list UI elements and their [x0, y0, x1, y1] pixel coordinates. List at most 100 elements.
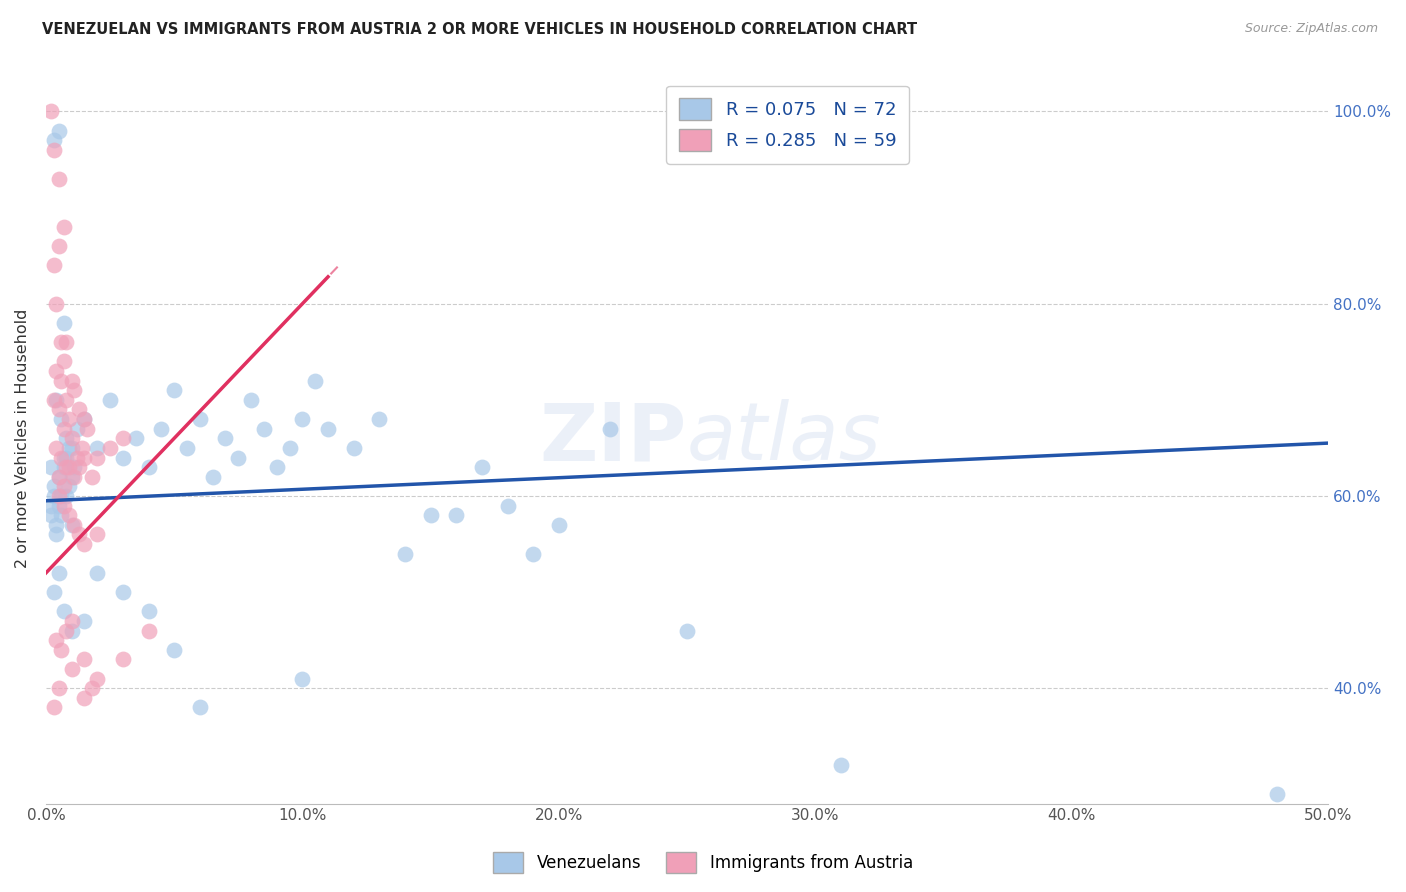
Point [39, 460, 62, 475]
Point [63, 517, 86, 532]
Point [55, 392, 77, 407]
Point [394, 547, 416, 561]
Point [67, 527, 90, 541]
Text: atlas: atlas [688, 400, 882, 477]
Point [86, 672, 108, 686]
Point [214, 431, 236, 445]
Point [52, 354, 75, 368]
Point [58, 508, 80, 523]
Point [163, 383, 186, 397]
Point [82, 469, 104, 483]
Point [52, 422, 75, 436]
Point [51, 489, 73, 503]
Point [86, 527, 108, 541]
Point [111, 431, 134, 445]
Point [51, 450, 73, 465]
Point [48, 566, 70, 580]
Point [52, 316, 75, 330]
Point [188, 700, 211, 714]
Point [316, 422, 339, 436]
Point [52, 460, 75, 475]
Point [52, 479, 75, 493]
Point [676, 624, 699, 638]
Point [60, 441, 83, 455]
Point [547, 517, 569, 532]
Point [51, 642, 73, 657]
Point [278, 441, 301, 455]
Point [67, 402, 90, 417]
Text: ZIP: ZIP [540, 400, 688, 477]
Point [138, 460, 160, 475]
Point [48, 402, 70, 417]
Point [253, 422, 276, 436]
Point [55, 450, 77, 465]
Point [63, 469, 86, 483]
Point [599, 422, 621, 436]
Point [240, 392, 263, 407]
Point [48, 681, 70, 696]
Point [45, 633, 67, 648]
Point [52, 499, 75, 513]
Point [496, 499, 519, 513]
Point [52, 450, 75, 465]
Point [201, 469, 224, 483]
Point [188, 412, 211, 426]
Point [48, 123, 70, 137]
Point [76, 422, 98, 436]
Point [58, 441, 80, 455]
Point [98, 392, 121, 407]
Point [111, 450, 134, 465]
Point [86, 450, 108, 465]
Point [63, 383, 86, 397]
Point [419, 508, 441, 523]
Point [39, 508, 62, 523]
Point [138, 624, 160, 638]
Point [150, 422, 173, 436]
Legend: Venezuelans, Immigrants from Austria: Venezuelans, Immigrants from Austria [486, 846, 920, 880]
Point [45, 364, 67, 378]
Point [42, 585, 65, 599]
Point [45, 441, 67, 455]
Point [39, 104, 62, 119]
Point [73, 652, 96, 666]
Point [60, 624, 83, 638]
Point [343, 441, 366, 455]
Point [42, 258, 65, 272]
Point [42, 133, 65, 147]
Text: VENEZUELAN VS IMMIGRANTS FROM AUSTRIA 2 OR MORE VEHICLES IN HOUSEHOLD CORRELATIO: VENEZUELAN VS IMMIGRANTS FROM AUSTRIA 2 … [42, 22, 917, 37]
Point [55, 335, 77, 350]
Point [86, 566, 108, 580]
Point [48, 489, 70, 503]
Point [60, 517, 83, 532]
Point [73, 450, 96, 465]
Point [82, 681, 104, 696]
Point [60, 431, 83, 445]
Point [48, 499, 70, 513]
Point [52, 219, 75, 234]
Point [368, 412, 391, 426]
Y-axis label: 2 or more Vehicles in Household: 2 or more Vehicles in Household [15, 309, 30, 568]
Point [60, 614, 83, 628]
Point [226, 450, 249, 465]
Point [45, 296, 67, 310]
Point [522, 547, 544, 561]
Point [830, 758, 852, 772]
Point [52, 604, 75, 618]
Point [60, 469, 83, 483]
Point [291, 412, 314, 426]
Point [471, 460, 494, 475]
Point [58, 479, 80, 493]
Point [1265, 787, 1288, 801]
Point [111, 585, 134, 599]
Point [42, 479, 65, 493]
Point [45, 527, 67, 541]
Point [58, 460, 80, 475]
Text: Source: ZipAtlas.com: Source: ZipAtlas.com [1244, 22, 1378, 36]
Point [55, 460, 77, 475]
Point [111, 652, 134, 666]
Point [45, 517, 67, 532]
Point [48, 171, 70, 186]
Point [291, 672, 314, 686]
Point [176, 441, 198, 455]
Point [42, 143, 65, 157]
